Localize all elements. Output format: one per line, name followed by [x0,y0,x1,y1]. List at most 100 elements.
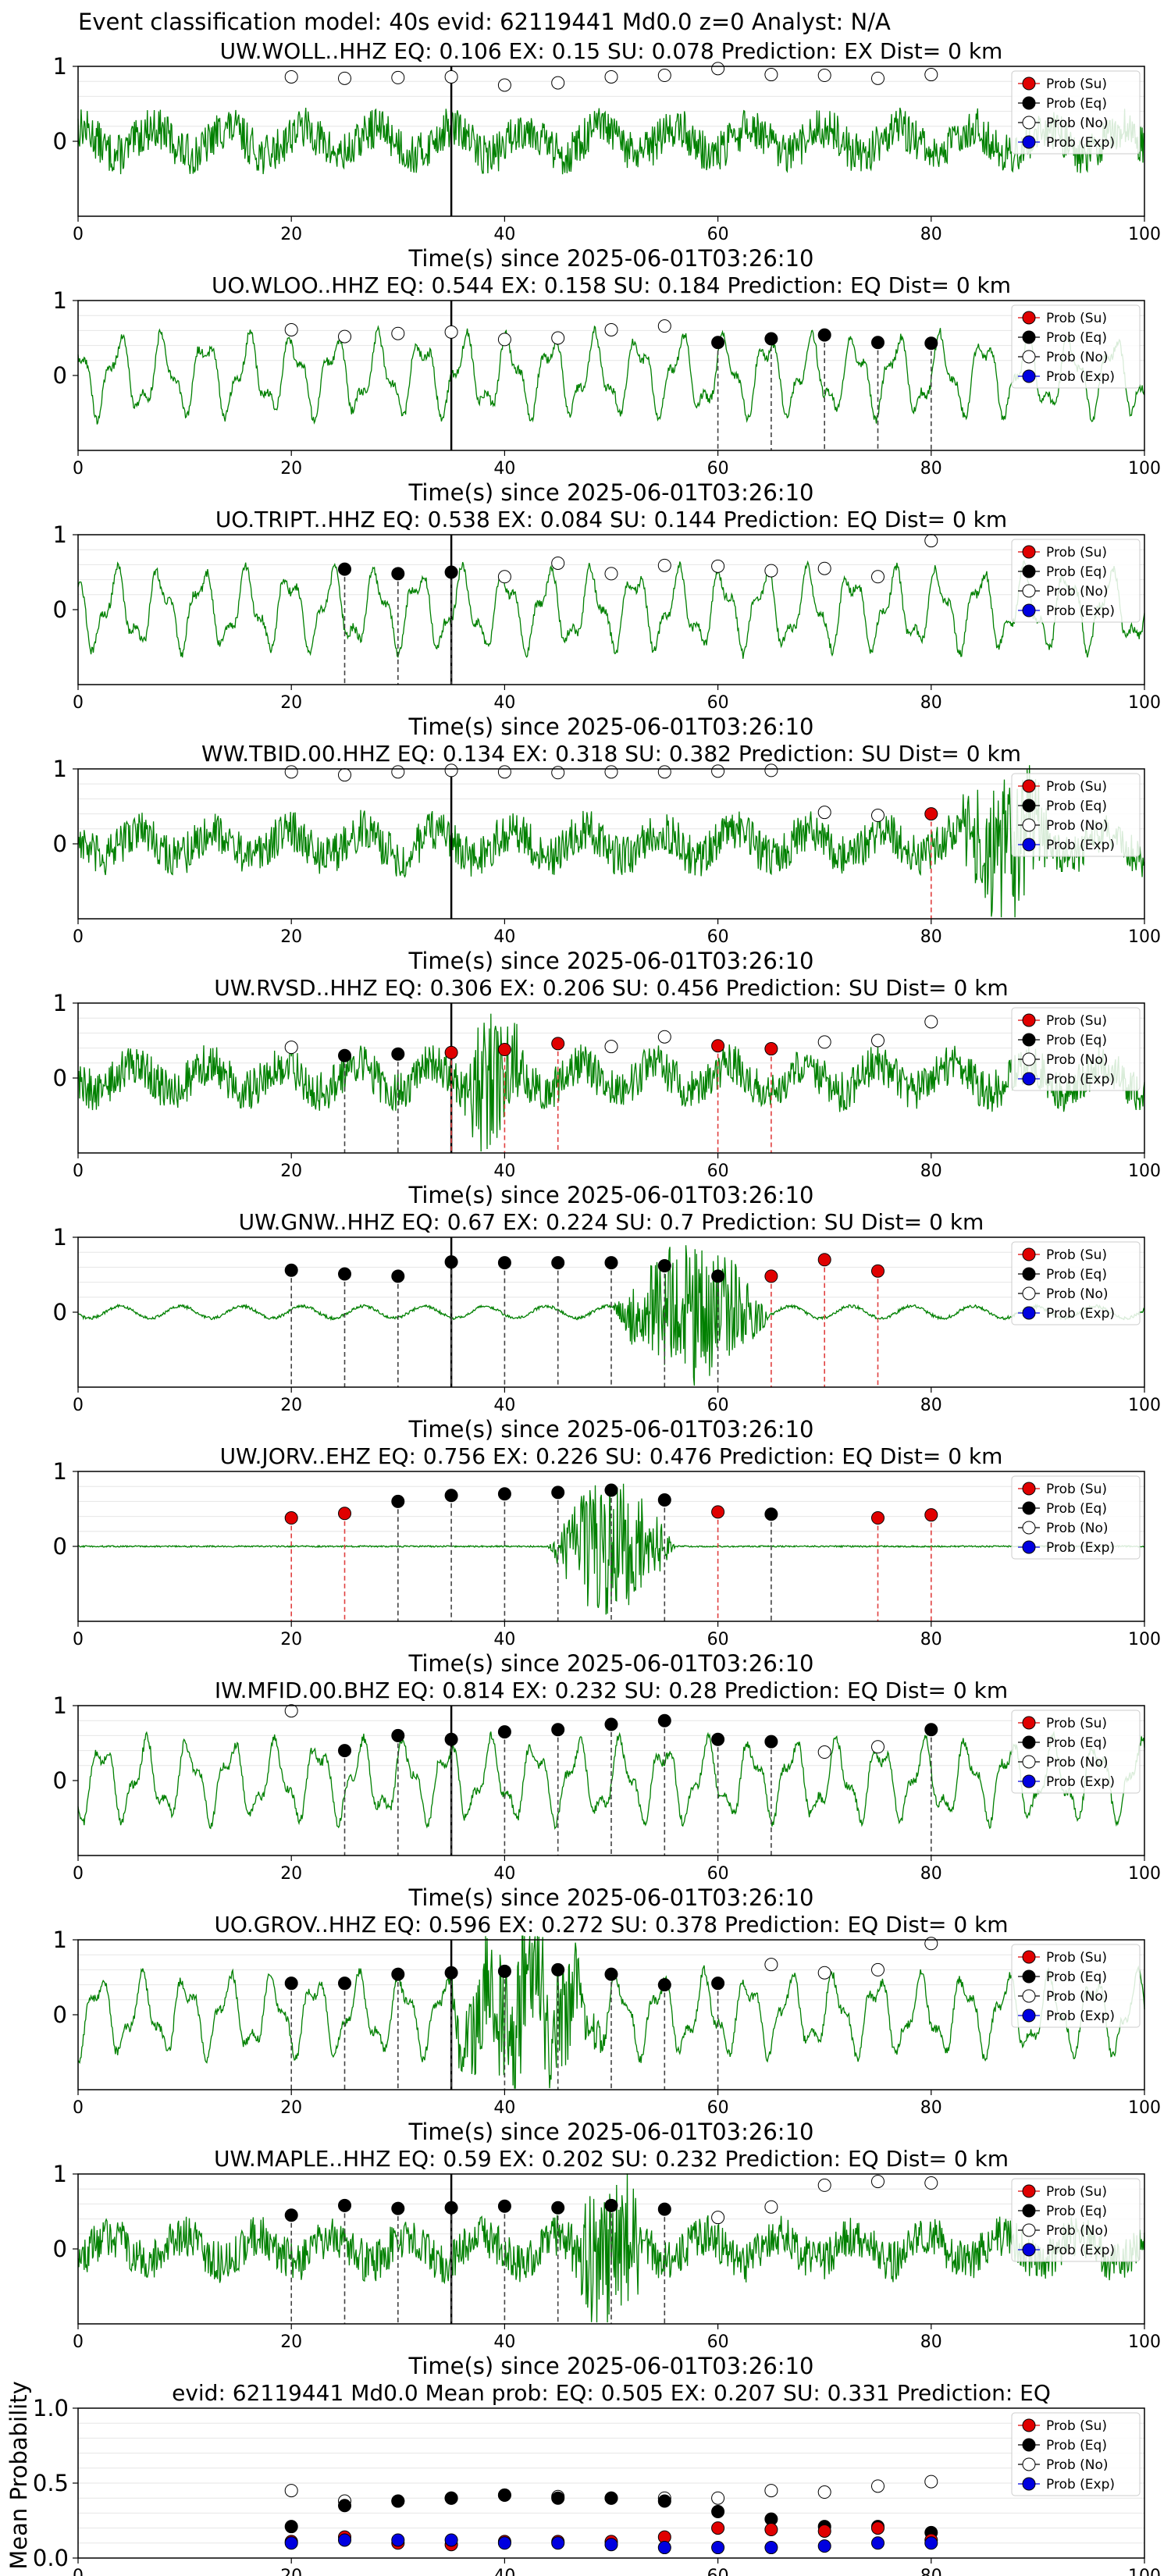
y-tick-label: 1 [53,53,67,80]
x-tick-label: 60 [707,225,729,244]
x-tick-label: 0 [73,1162,84,1181]
axes-frame-8 [77,1939,1145,2090]
x-tick-label: 20 [280,2332,302,2352]
legend-marker-no [1022,116,1036,130]
waveform-trace [77,559,1145,659]
legend-marker-su [1022,311,1036,325]
mean-prob-point-su [871,2521,884,2535]
axes-frame-2 [77,534,1145,685]
legend-marker-eq [1022,564,1036,578]
prob-point-no [604,1040,618,1054]
mean-prob-point-eq [604,2491,618,2505]
mean-prob-point-eq [391,2494,405,2508]
legend-marker-eq [1022,1969,1036,1984]
legend-marker-no [1022,1052,1036,1066]
x-tick-label: 80 [920,459,942,479]
x-tick-label: 20 [280,459,302,479]
prob-point-eq [338,1976,351,1991]
mean-prob-point-exp [924,2536,938,2550]
legend-marker-eq [1022,1033,1036,1047]
prob-point-eq [657,1978,671,1992]
prob-point-no [391,70,405,84]
legend-label-su: Prob (Su) [1046,1482,1107,1497]
x-tick-label: 80 [920,2098,942,2118]
prob-point-eq [764,332,778,346]
legend-label-no: Prob (No) [1046,350,1109,365]
x-tick-label: 0 [73,2332,84,2352]
y-tick-label: 1 [53,1927,67,1953]
legend-label-su: Prob (Su) [1046,545,1107,560]
legend-label-exp: Prob (Exp) [1046,2477,1115,2492]
legend-marker-exp [1022,2243,1036,2257]
prob-point-eq [338,1267,351,1281]
legend-label-exp: Prob (Exp) [1046,1540,1115,1556]
prob-point-no [764,2200,778,2214]
prob-point-no [391,765,405,779]
prob-point-eq [444,1732,458,1746]
legend-label-no: Prob (No) [1046,2457,1109,2473]
prob-point-eq [657,1258,671,1272]
legend-marker-no [1022,818,1036,832]
x-tick-label: 0 [73,2098,84,2118]
prob-point-eq [444,2201,458,2215]
legend-marker-su [1022,1247,1036,1261]
prob-point-eq [551,1723,565,1737]
prob-point-no [551,556,565,570]
legend-label-no: Prob (No) [1046,1521,1109,1536]
prob-point-no [497,570,511,584]
y-tick-label: 1 [53,1224,67,1251]
legend-box-1 [1011,304,1141,389]
legend-marker-eq [1022,2204,1036,2218]
prob-point-no [338,329,351,343]
legend-marker-su [1022,545,1036,559]
y-tick-label: 0.0 [33,2545,69,2571]
y-tick-label: 1 [53,756,67,782]
legend-label-no: Prob (No) [1046,818,1109,834]
suptitle: Event classification model: 40s evid: 62… [78,9,891,35]
x-axis-label: Time(s) since 2025-06-01T03:26:10 [408,1182,814,1208]
legend-marker-eq [1022,1501,1036,1515]
y-tick-label: 0 [53,1065,67,1091]
prob-point-eq [711,336,725,350]
legend-marker-su [1022,76,1036,91]
mean-prob-point-exp [871,2536,884,2550]
legend-marker-exp [1022,1774,1036,1788]
mean-prob-point-su [764,2523,778,2537]
legend-label-su: Prob (Su) [1046,1013,1107,1029]
prob-point-no [711,764,725,778]
x-tick-label: 40 [493,2567,515,2576]
legend-box-10 [1011,2412,1141,2496]
prob-point-eq [604,1717,618,1731]
legend-label-eq: Prob (Eq) [1046,1501,1107,1517]
prob-point-eq [711,1269,725,1283]
prob-point-no [657,319,671,333]
mean-prob-point-exp [444,2533,458,2547]
panel-title: UO.TRIPT..HHZ EQ: 0.538 EX: 0.084 SU: 0.… [215,507,1007,532]
prob-point-no [764,763,778,777]
prob-point-eq [764,1735,778,1749]
legend-marker-su [1022,1482,1036,1496]
y-tick-label: 1 [53,2161,67,2187]
x-axis-label: Time(s) since 2025-06-01T03:26:10 [408,1650,814,1677]
prob-point-no [284,1704,298,1718]
x-tick-label: 80 [920,1864,942,1884]
axes-frame-9 [77,2173,1145,2325]
legend-label-exp: Prob (Exp) [1046,1306,1115,1322]
legend-label-su: Prob (Su) [1046,76,1107,92]
x-tick-label: 60 [707,1162,729,1181]
legend-label-eq: Prob (Eq) [1046,96,1107,112]
x-axis-label: Time(s) since 2025-06-01T03:26:10 [408,948,814,974]
panel-4: UW.RVSD..HHZ EQ: 0.306 EX: 0.206 SU: 0.4… [53,975,1161,1208]
mean-prob-point-exp [284,2536,298,2550]
x-axis-label: Time(s) since 2025-06-01T03:26:10 [408,2353,814,2379]
prob-point-eq [391,1047,405,1061]
legend-label-eq: Prob (Eq) [1046,1969,1107,1985]
axes-frame-10 [77,2407,1145,2559]
x-tick-label: 0 [73,927,84,947]
y-tick-label: 0 [53,2236,67,2262]
x-tick-label: 0 [73,1864,84,1884]
x-tick-label: 40 [493,927,515,947]
prob-point-su [711,1039,725,1053]
legend-label-eq: Prob (Eq) [1046,2204,1107,2219]
x-tick-label: 60 [707,1864,729,1884]
